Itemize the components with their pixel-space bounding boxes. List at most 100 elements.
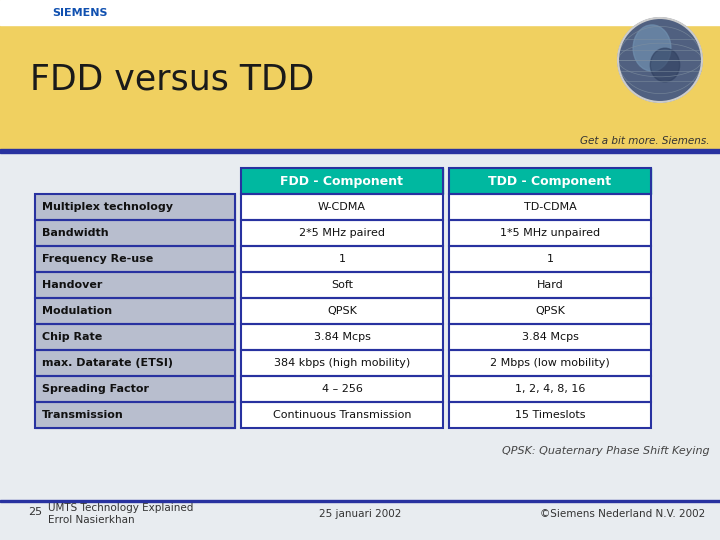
Bar (241, 402, 443, 428)
Text: 2 Mbps (low mobility): 2 Mbps (low mobility) (490, 358, 610, 368)
Bar (241, 220, 443, 246)
Bar (449, 402, 651, 428)
Bar (449, 324, 651, 350)
Bar (449, 272, 651, 298)
Bar (449, 376, 651, 402)
Text: UMTS Technology Explained: UMTS Technology Explained (48, 503, 194, 513)
Bar (241, 246, 443, 272)
Text: Hard: Hard (536, 280, 563, 290)
Text: QPSK: QPSK (327, 306, 357, 316)
Text: max. Datarate (ETSI): max. Datarate (ETSI) (42, 358, 173, 368)
Text: 25: 25 (28, 507, 42, 517)
Text: SIEMENS: SIEMENS (52, 8, 107, 18)
Bar (449, 194, 651, 220)
Bar (35, 402, 235, 428)
Bar (241, 298, 443, 324)
Bar (241, 272, 443, 298)
Bar (241, 402, 443, 428)
Bar (35, 324, 235, 350)
Bar (241, 324, 443, 350)
Bar (35, 402, 235, 428)
Bar (241, 168, 443, 194)
Bar (35, 194, 235, 220)
Text: Bandwidth: Bandwidth (42, 228, 109, 238)
Bar (241, 220, 443, 246)
Text: 1, 2, 4, 8, 16: 1, 2, 4, 8, 16 (515, 384, 585, 394)
Text: W-CDMA: W-CDMA (318, 202, 366, 212)
Text: Multiplex technology: Multiplex technology (42, 202, 173, 212)
Text: Transmission: Transmission (42, 410, 124, 420)
Circle shape (618, 18, 702, 102)
Bar (449, 298, 651, 324)
Text: 384 kbps (high mobility): 384 kbps (high mobility) (274, 358, 410, 368)
Bar (449, 168, 651, 194)
Text: 2*5 MHz paired: 2*5 MHz paired (299, 228, 385, 238)
Text: QPSK: Quaternary Phase Shift Keying: QPSK: Quaternary Phase Shift Keying (503, 446, 710, 456)
Text: Continuous Transmission: Continuous Transmission (273, 410, 411, 420)
Bar (35, 246, 235, 272)
Bar (241, 350, 443, 376)
Text: 1*5 MHz unpaired: 1*5 MHz unpaired (500, 228, 600, 238)
Ellipse shape (650, 48, 680, 82)
Bar (449, 220, 651, 246)
Text: 15 Timeslots: 15 Timeslots (515, 410, 585, 420)
Bar (241, 246, 443, 272)
Bar (241, 168, 443, 194)
Bar (241, 324, 443, 350)
Bar (241, 376, 443, 402)
Bar (241, 194, 443, 220)
Bar (449, 298, 651, 324)
Bar (449, 272, 651, 298)
Text: Chip Rate: Chip Rate (42, 332, 102, 342)
Bar (449, 324, 651, 350)
Text: TDD - Component: TDD - Component (488, 174, 611, 187)
Text: 1: 1 (338, 254, 346, 264)
Bar (241, 194, 443, 220)
Bar (0, 149, 720, 153)
Bar (449, 246, 651, 272)
Bar (449, 246, 651, 272)
Bar (449, 168, 651, 194)
Bar (35, 272, 235, 298)
Text: TD-CDMA: TD-CDMA (523, 202, 577, 212)
Text: 1: 1 (546, 254, 554, 264)
Bar (35, 194, 235, 220)
Text: ©Siemens Nederland N.V. 2002: ©Siemens Nederland N.V. 2002 (540, 509, 705, 519)
Bar (35, 298, 235, 324)
Text: 3.84 Mcps: 3.84 Mcps (521, 332, 578, 342)
Text: Modulation: Modulation (42, 306, 112, 316)
Text: Errol Nasierkhan: Errol Nasierkhan (48, 515, 135, 525)
Text: Soft: Soft (331, 280, 353, 290)
Bar (449, 194, 651, 220)
Bar (241, 350, 443, 376)
Bar (35, 246, 235, 272)
Bar (0, 0, 720, 150)
Bar (35, 376, 235, 402)
Text: Get a bit more. Siemens.: Get a bit more. Siemens. (580, 136, 710, 146)
Text: Frequency Re-use: Frequency Re-use (42, 254, 153, 264)
Text: Handover: Handover (42, 280, 102, 290)
Bar (35, 220, 235, 246)
Text: QPSK: QPSK (535, 306, 565, 316)
Bar (35, 350, 235, 376)
Bar (0, 0, 720, 25)
Bar (449, 350, 651, 376)
Bar (449, 220, 651, 246)
Bar (35, 220, 235, 246)
Text: 4 – 256: 4 – 256 (322, 384, 362, 394)
Bar (35, 324, 235, 350)
Bar (449, 402, 651, 428)
Bar (0, 500, 720, 502)
Bar (241, 298, 443, 324)
Text: 25 januari 2002: 25 januari 2002 (319, 509, 401, 519)
Text: Spreading Factor: Spreading Factor (42, 384, 149, 394)
Bar (449, 350, 651, 376)
Bar (35, 376, 235, 402)
Bar (241, 376, 443, 402)
Bar (449, 376, 651, 402)
Bar (35, 272, 235, 298)
Bar (241, 272, 443, 298)
Text: FDD - Component: FDD - Component (281, 174, 403, 187)
Bar (35, 298, 235, 324)
Ellipse shape (633, 25, 671, 71)
